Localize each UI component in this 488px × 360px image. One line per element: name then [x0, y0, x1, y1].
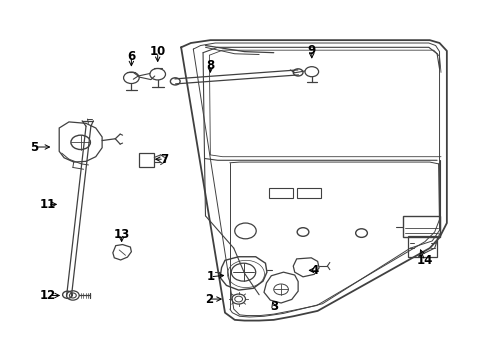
Text: 7: 7 [160, 153, 168, 166]
Text: 6: 6 [127, 50, 135, 63]
Text: 10: 10 [149, 45, 165, 58]
Text: 3: 3 [269, 300, 277, 313]
Text: 14: 14 [416, 254, 432, 267]
Text: 4: 4 [309, 264, 318, 277]
Text: 13: 13 [113, 228, 129, 241]
Bar [139, 153, 154, 167]
Text: 12: 12 [40, 289, 56, 302]
Bar [407, 236, 436, 257]
Text: 2: 2 [204, 293, 213, 306]
Text: 8: 8 [206, 59, 214, 72]
Text: 9: 9 [307, 44, 315, 57]
Bar [268, 188, 293, 198]
Bar [402, 216, 439, 237]
Text: 5: 5 [30, 140, 38, 153]
Bar [297, 188, 320, 198]
Text: 1: 1 [206, 270, 214, 283]
Text: 11: 11 [40, 198, 56, 211]
